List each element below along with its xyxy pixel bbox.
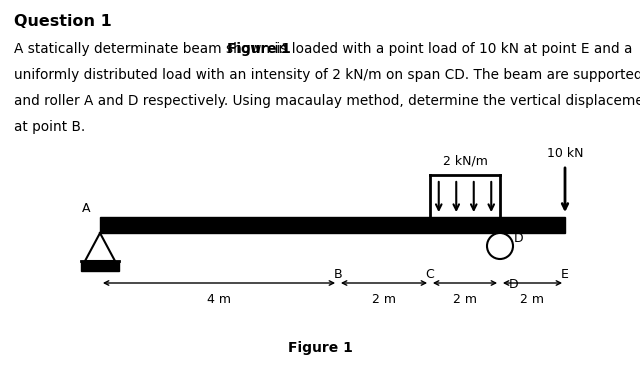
- Circle shape: [487, 233, 513, 259]
- Bar: [100, 217, 565, 233]
- Text: A statically determinate beam shown in: A statically determinate beam shown in: [14, 42, 291, 56]
- Text: at point B.: at point B.: [14, 120, 85, 134]
- Text: uniformly distributed load with an intensity of 2 kN/m on span CD. The beam are : uniformly distributed load with an inten…: [14, 68, 640, 82]
- Text: D: D: [509, 278, 519, 291]
- Text: 4 m: 4 m: [207, 293, 231, 306]
- Text: C: C: [426, 268, 435, 281]
- Text: D: D: [514, 232, 524, 246]
- Text: 2 m: 2 m: [372, 293, 396, 306]
- Text: is loaded with a point load of 10 kN at point E and a: is loaded with a point load of 10 kN at …: [273, 42, 633, 56]
- Text: and roller A and D respectively. Using macaulay method, determine the vertical d: and roller A and D respectively. Using m…: [14, 94, 640, 108]
- Text: E: E: [561, 268, 569, 281]
- Bar: [81, 261, 119, 271]
- Text: Figure 1: Figure 1: [287, 341, 353, 355]
- Text: A: A: [82, 202, 90, 215]
- Text: 2 m: 2 m: [520, 293, 545, 306]
- Text: B: B: [333, 268, 342, 281]
- Text: 10 kN: 10 kN: [547, 147, 583, 160]
- Text: 2 kN/m: 2 kN/m: [443, 154, 488, 167]
- Text: 2 m: 2 m: [453, 293, 477, 306]
- Text: Figure 1: Figure 1: [227, 42, 291, 56]
- Text: Question 1: Question 1: [14, 14, 112, 29]
